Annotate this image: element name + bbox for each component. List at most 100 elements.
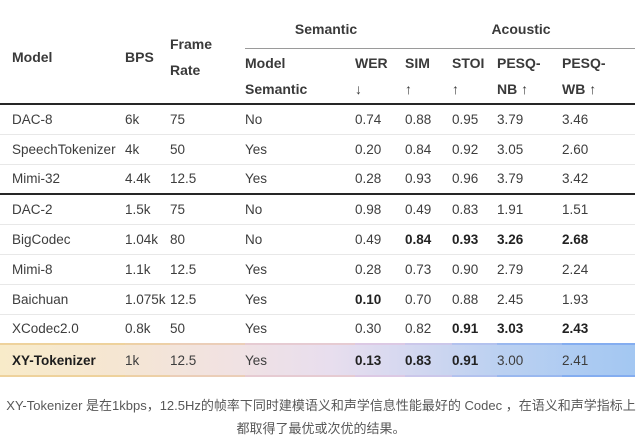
metric-value-cell: 0.98 [355, 194, 405, 225]
metric-value-cell: 0.70 [405, 284, 452, 315]
metric-value-cell: 50 [170, 314, 245, 345]
metric-value-cell: 3.05 [497, 134, 562, 165]
metric-value-cell: 1k [125, 343, 170, 377]
metric-value-cell: 1.5k [125, 194, 170, 225]
metric-value-cell: 2.24 [562, 254, 636, 285]
model-name-cell: Mimi-32 [0, 164, 125, 195]
metric-value-cell: 0.30 [355, 314, 405, 345]
model-name-cell: BigCodec [0, 224, 125, 255]
col-header-stoi: STOI ↑ [452, 48, 497, 105]
model-semantic-line2: Semantic [245, 80, 308, 97]
metric-value-cell: 0.83 [405, 343, 452, 377]
group-header-acoustic: Acoustic [452, 10, 636, 49]
col-header-model: Model [0, 10, 125, 105]
metric-value-cell: 0.84 [405, 224, 452, 255]
metric-value-cell: 12.5 [170, 164, 245, 195]
col-header-model-label: Model [12, 48, 53, 65]
metric-value-cell: 3.42 [562, 164, 636, 195]
col-header-sim: SIM ↑ [405, 48, 452, 105]
metric-value-cell: 0.73 [405, 254, 452, 285]
metric-value-cell: 1.075k [125, 284, 170, 315]
pesq-nb-line2: NB ↑ [497, 80, 529, 97]
metric-value-cell: 0.91 [452, 314, 497, 345]
pesq-wb-line2: WB ↑ [562, 80, 597, 97]
metric-value-cell: Yes [245, 314, 355, 345]
metric-value-cell: 3.26 [497, 224, 562, 255]
metric-value-cell: 0.96 [452, 164, 497, 195]
col-header-model-semantic: Model Semantic [245, 48, 355, 105]
metric-value-cell: 3.03 [497, 314, 562, 345]
up-arrow-icon: ↑ [452, 80, 459, 97]
group-header-semantic: Semantic [245, 10, 452, 49]
metric-value-cell: Yes [245, 254, 355, 285]
sim-label: SIM [405, 54, 430, 71]
metric-value-cell: 0.49 [405, 194, 452, 225]
metric-value-cell: 75 [170, 104, 245, 135]
metric-value-cell: 0.82 [405, 314, 452, 345]
metric-value-cell: 0.84 [405, 134, 452, 165]
metric-value-cell: 2.68 [562, 224, 636, 255]
metric-value-cell: 12.5 [170, 284, 245, 315]
metric-value-cell: 4.4k [125, 164, 170, 195]
metric-value-cell: 0.10 [355, 284, 405, 315]
metric-value-cell: 0.93 [452, 224, 497, 255]
benchmark-table: Model BPS Frame Rate Semantic Acoustic M… [0, 10, 636, 377]
metric-value-cell: 3.46 [562, 104, 636, 135]
group-header-row: Model BPS Frame Rate Semantic Acoustic [0, 10, 636, 105]
metric-value-cell: 2.79 [497, 254, 562, 285]
metric-value-cell: 12.5 [170, 343, 245, 377]
metric-value-cell: 12.5 [170, 254, 245, 285]
metric-value-cell: 0.90 [452, 254, 497, 285]
table-row: SpeechTokenizer 4k 50 Yes 0.20 0.84 0.92 3.05 2.… [0, 134, 636, 165]
metric-value-cell: Yes [245, 164, 355, 195]
metric-value-cell: 3.79 [497, 164, 562, 195]
metric-value-cell: 0.91 [452, 343, 497, 377]
metric-value-cell: 0.92 [452, 134, 497, 165]
col-header-pesq-wb: PESQ- WB ↑ [562, 48, 636, 105]
table-row: Baichuan 1.075k 12.5 Yes 0.10 0.70 0.88 2.45 1.9… [0, 284, 636, 315]
metric-value-cell: 0.83 [452, 194, 497, 225]
pesq-wb-line1: PESQ- [562, 54, 606, 71]
metric-value-cell: No [245, 104, 355, 135]
metric-value-cell: 0.88 [405, 104, 452, 135]
table-body: DAC-8 6k 75 No 0.74 0.88 0.95 3.79 3.46 SpeechTok… [0, 104, 636, 377]
table-caption: XY-Tokenizer 是在1kbps，12.5Hz的帧率下同时建模语义和声学… [6, 398, 636, 437]
frame-rate-line2: Rate [170, 61, 201, 78]
metric-value-cell: 0.28 [355, 254, 405, 285]
table-row: Mimi-32 4.4k 12.5 Yes 0.28 0.93 0.96 3.79 3.42 [0, 164, 636, 195]
table-row: BigCodec 1.04k 80 No 0.49 0.84 0.93 3.26 2.68 [0, 224, 636, 255]
metric-value-cell: 2.45 [497, 284, 562, 315]
metric-value-cell: 0.74 [355, 104, 405, 135]
metric-value-cell: 2.60 [562, 134, 636, 165]
metric-value-cell: No [245, 224, 355, 255]
metric-value-cell: 0.13 [355, 343, 405, 377]
table-header: Model BPS Frame Rate Semantic Acoustic M… [0, 10, 636, 105]
metric-value-cell: 2.43 [562, 314, 636, 345]
model-name-cell: XY-Tokenizer [0, 343, 125, 377]
model-name-cell: XCodec2.0 [0, 314, 125, 345]
metric-value-cell: 1.1k [125, 254, 170, 285]
metric-value-cell: 0.28 [355, 164, 405, 195]
pesq-nb-line1: PESQ- [497, 54, 541, 71]
sub-header-row: Model Semantic WER ↓ SIM ↑ STOI ↑ PESQ- [0, 48, 636, 105]
metric-value-cell: 6k [125, 104, 170, 135]
metric-value-cell: 50 [170, 134, 245, 165]
metric-value-cell: 3.79 [497, 104, 562, 135]
up-arrow-icon: ↑ [405, 80, 412, 97]
model-name-cell: Mimi-8 [0, 254, 125, 285]
table-row: DAC-8 6k 75 No 0.74 0.88 0.95 3.79 3.46 [0, 104, 636, 135]
col-header-bps-label: BPS [125, 48, 154, 65]
col-header-bps: BPS [125, 10, 170, 105]
metric-value-cell: 75 [170, 194, 245, 225]
metric-value-cell: 0.88 [452, 284, 497, 315]
metric-value-cell: 1.04k [125, 224, 170, 255]
table-row: DAC-2 1.5k 75 No 0.98 0.49 0.83 1.91 1.51 [0, 194, 636, 225]
metric-value-cell: 2.41 [562, 343, 636, 377]
col-header-wer: WER ↓ [355, 48, 405, 105]
col-header-frame-rate: Frame Rate [170, 10, 245, 105]
metric-value-cell: Yes [245, 134, 355, 165]
stoi-label: STOI [452, 54, 485, 71]
wer-label: WER [355, 54, 388, 71]
metric-value-cell: 3.00 [497, 343, 562, 377]
